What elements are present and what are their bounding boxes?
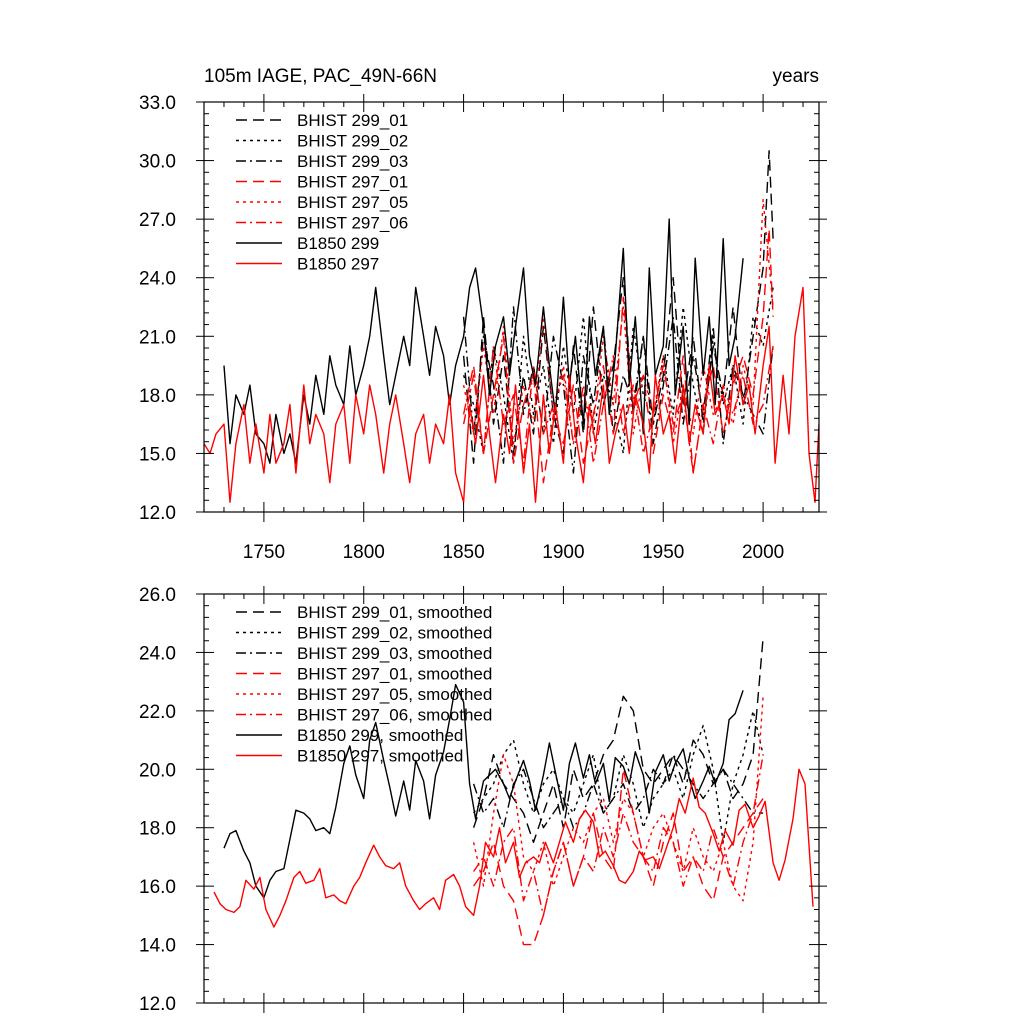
legend-label: BHIST 299_02 [297, 132, 408, 151]
legend-label: BHIST 297_05 [297, 193, 408, 212]
series-line-bhist-297-01-smoothed [473, 768, 764, 946]
y-tick-label: 15.0 [139, 444, 176, 465]
y-tick-label: 12.0 [139, 503, 176, 524]
x-tick-label: 1800 [343, 542, 385, 563]
series-group [213, 637, 814, 946]
legend-label: B1850 297 [297, 255, 379, 274]
series-line-b1850-297-smoothed [213, 768, 814, 928]
series-line-b1850-297 [204, 286, 819, 503]
series-group [204, 150, 819, 503]
legend-label: BHIST 297_05, smoothed [297, 685, 492, 704]
series-line-bhist-299-01-smoothed [472, 637, 764, 843]
y-tick-label: 12.0 [139, 994, 176, 1015]
series-line-bhist-299-03 [462, 306, 774, 474]
top-panel: 105m IAGE, PAC_49N-66N years 1750 1800 185… [139, 66, 827, 563]
series-line-bhist-299-01 [462, 150, 774, 464]
x-tick-label: 1950 [642, 542, 684, 563]
legend-label: BHIST 297_06 [297, 214, 408, 233]
chart-title: 105m IAGE, PAC_49N-66N [204, 66, 437, 87]
legend-label: B1850 299 [297, 234, 379, 253]
chart-title-right: years [773, 66, 819, 87]
y-tick-label: 21.0 [139, 327, 176, 348]
y-tick-label: 22.0 [139, 702, 176, 723]
y-tick-label: 30.0 [139, 152, 176, 173]
legend-label: BHIST 297_01 [297, 173, 408, 192]
legend-label: BHIST 299_02, smoothed [297, 624, 492, 643]
series-line-bhist-297-01 [462, 228, 774, 484]
series-line-b1850-299-smoothed [223, 683, 744, 899]
y-tick-label: 33.0 [139, 93, 176, 114]
legend-label: B1850 299, smoothed [297, 726, 463, 745]
y-tick-label: 24.0 [139, 269, 176, 290]
x-tick-label: 1750 [243, 542, 285, 563]
legend-label: BHIST 299_01 [297, 111, 408, 130]
legend-label: BHIST 299_03, smoothed [297, 644, 492, 663]
legend-label: BHIST 299_03 [297, 152, 408, 171]
legend-label: BHIST 297_06, smoothed [297, 706, 492, 725]
y-tick-label: 24.0 [139, 643, 176, 664]
legend-label: BHIST 299_01, smoothed [297, 603, 492, 622]
x-tick-label: 2000 [742, 542, 784, 563]
x-tick-label: 1850 [442, 542, 484, 563]
y-tick-label: 18.0 [139, 386, 176, 407]
y-tick-label: 27.0 [139, 210, 176, 231]
series-line-bhist-299-02-smoothed [473, 710, 764, 843]
legend: BHIST 299_01, smoothed BHIST 299_02, smoo… [236, 603, 492, 766]
legend-label: B1850 297, smoothed [297, 747, 463, 766]
y-tick-label: 18.0 [139, 819, 176, 840]
series-line-bhist-297-06-smoothed [473, 754, 764, 917]
plot-frame [203, 101, 820, 513]
plot-frame [203, 593, 820, 1004]
y-tick-label: 26.0 [139, 585, 176, 606]
series-line-bhist-299-02 [462, 287, 774, 464]
y-tick-label: 16.0 [139, 877, 176, 898]
series-line-bhist-297-05-smoothed [472, 696, 764, 902]
series-line-bhist-297-05 [462, 198, 774, 445]
legend-label: BHIST 297_01, smoothed [297, 665, 492, 684]
y-tick-label: 14.0 [139, 936, 176, 957]
bottom-panel: 12.0 14.0 16.0 18.0 20.0 22.0 24.0 26.0 BHIST 29… [139, 585, 827, 1015]
x-tick-label: 1900 [542, 542, 584, 563]
y-tick-label: 20.0 [139, 760, 176, 781]
